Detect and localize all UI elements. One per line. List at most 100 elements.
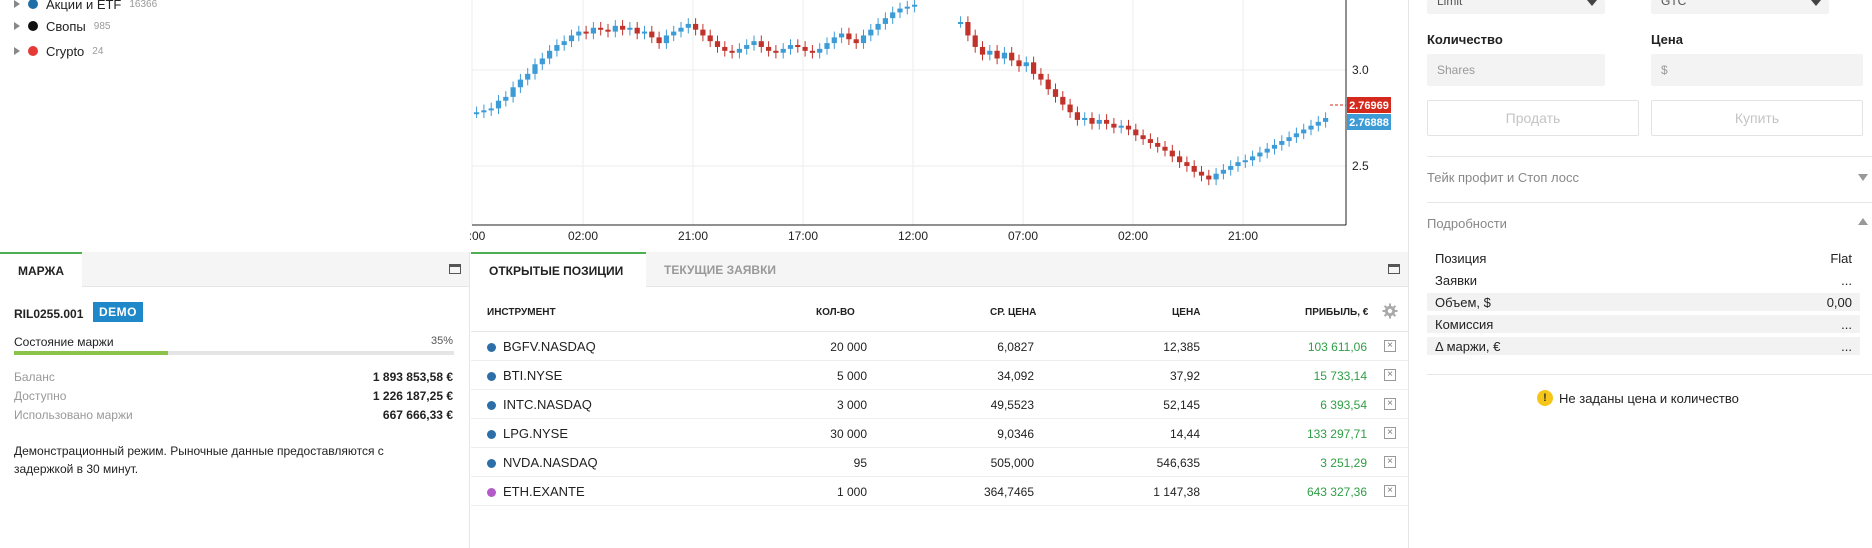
time-tick-label: 07:00	[1008, 229, 1038, 243]
duration-select[interactable]: GTC	[1651, 0, 1829, 14]
candle-body	[554, 45, 560, 51]
instrument-cell: BGFV.NASDAQ	[503, 339, 596, 354]
expand-arrow-icon[interactable]	[14, 0, 20, 8]
candle-body	[1001, 52, 1007, 59]
maximize-icon[interactable]	[1388, 264, 1400, 274]
divider	[1427, 374, 1872, 375]
sell-button[interactable]: Продать	[1427, 100, 1639, 136]
tree-item-swaps[interactable]: Свопы 985	[14, 17, 110, 35]
chevron-down-icon	[1587, 0, 1597, 6]
col-instrument[interactable]: ИНСТРУМЕНТ	[487, 307, 556, 318]
candle-body	[547, 50, 553, 59]
candle-body	[780, 48, 786, 53]
candlestick-chart[interactable]: :00 02:00 21:00 17:00 12:00 07:00 02:00 21:00 3.…	[470, 0, 1406, 252]
candle-body	[503, 96, 509, 101]
candle-body	[853, 39, 859, 44]
instrument-tree: Акции и ETF 16366 Свопы 985 Crypto 24	[0, 0, 470, 252]
candle-body	[736, 48, 742, 53]
table-row[interactable]: LPG.NYSE 30 000 9,0346 14,44 133 297,71 ×	[471, 419, 1408, 448]
time-tick-label: 02:00	[568, 229, 598, 243]
close-position-icon[interactable]: ×	[1384, 369, 1396, 381]
price-tick-label: 3.0	[1352, 63, 1369, 77]
collapse-up-icon[interactable]	[1858, 218, 1868, 225]
expand-arrow-icon[interactable]	[14, 47, 20, 55]
price-cell: 37,92	[1169, 369, 1200, 383]
candle-body	[649, 31, 655, 38]
candle-body	[979, 46, 986, 55]
candle-body	[1060, 96, 1066, 105]
candle-body	[532, 64, 538, 74]
take-profit-stop-loss-section[interactable]: Тейк профит и Стоп лосс	[1427, 156, 1872, 194]
candle-body	[958, 22, 964, 24]
table-row[interactable]: ETH.EXANTE 1 000 364,7465 1 147,38 643 327,3…	[471, 477, 1408, 506]
qty-cell: 20 000	[830, 340, 867, 354]
candle-body	[1016, 60, 1022, 67]
gear-icon[interactable]	[1382, 303, 1398, 319]
tree-item-stocks[interactable]: Акции и ETF 16366	[14, 0, 157, 13]
expand-arrow-icon[interactable]	[14, 22, 20, 30]
ask-price-tag	[1347, 97, 1391, 113]
tab-margin[interactable]: МАРЖА	[0, 252, 83, 288]
profit-cell: 3 251,29	[1320, 456, 1367, 470]
close-position-icon[interactable]: ×	[1384, 485, 1396, 497]
candle-body	[758, 41, 764, 47]
buy-button[interactable]: Купить	[1651, 100, 1863, 136]
col-profit[interactable]: ПРИБЫЛЬ, €	[1305, 307, 1369, 318]
candle-body	[1198, 171, 1205, 176]
candle-body	[809, 50, 815, 53]
close-position-icon[interactable]: ×	[1384, 398, 1396, 410]
expand-down-icon[interactable]	[1858, 174, 1868, 181]
col-avg-price[interactable]: СР. ЦЕНА	[990, 307, 1037, 318]
margin-progress-fill	[14, 351, 168, 355]
candle-body	[1096, 119, 1102, 124]
positions-tabbar: ОТКРЫТЫЕ ПОЗИЦИИ ТЕКУЩИЕ ЗАЯВКИ	[471, 252, 1408, 288]
candle-body	[1147, 139, 1153, 143]
maximize-icon[interactable]	[449, 264, 461, 274]
profit-cell: 103 611,06	[1307, 340, 1367, 354]
candle-body	[1228, 166, 1234, 170]
candle-body	[1323, 118, 1329, 122]
candle-body	[1169, 150, 1175, 157]
table-row[interactable]: BTI.NYSE 5 000 34,092 37,92 15 733,14 ×	[471, 361, 1408, 390]
candle-body	[539, 58, 545, 65]
instrument-dot-icon	[487, 343, 496, 352]
candle-body	[1162, 146, 1168, 151]
avg-price-cell: 34,092	[997, 369, 1034, 383]
candle-body	[868, 29, 874, 36]
close-position-icon[interactable]: ×	[1384, 340, 1396, 352]
col-qty[interactable]: КОЛ-ВО	[816, 307, 855, 318]
close-position-icon[interactable]: ×	[1384, 456, 1396, 468]
qty-cell: 95	[853, 456, 867, 470]
table-row[interactable]: INTC.NASDAQ 3 000 49,5523 52,145 6 393,54 ×	[471, 390, 1408, 419]
time-tick-label: :00	[470, 229, 486, 243]
candle-body	[751, 41, 757, 46]
candle-body	[882, 18, 888, 24]
candle-body	[1009, 52, 1015, 61]
close-position-icon[interactable]: ×	[1384, 427, 1396, 439]
margin-state-label: Состояние маржи	[14, 335, 114, 349]
order-type-select[interactable]: Limit	[1427, 0, 1605, 14]
candle-body	[641, 31, 648, 34]
avg-price-cell: 49,5523	[990, 398, 1034, 412]
candle-body	[839, 33, 845, 38]
price-input[interactable]	[1651, 54, 1863, 86]
order-panel: Limit GTC Количество Цена Продать Купить…	[1408, 0, 1872, 548]
details-section[interactable]: Подробности	[1427, 202, 1872, 240]
candle-body	[576, 31, 582, 36]
candle-body	[583, 31, 589, 34]
tab-current-orders[interactable]: ТЕКУЩИЕ ЗАЯВКИ	[664, 262, 777, 277]
quantity-input[interactable]	[1427, 54, 1605, 86]
col-price[interactable]: ЦЕНА	[1172, 307, 1201, 318]
margin-tabbar: МАРЖА	[0, 252, 469, 288]
tab-open-positions[interactable]: ОТКРЫТЫЕ ПОЗИЦИИ	[471, 252, 646, 288]
candle-body	[685, 23, 691, 28]
candle-body	[817, 48, 823, 53]
table-row[interactable]: NVDA.NASDAQ 95 505,000 546,635 3 251,29 ×	[471, 448, 1408, 477]
table-row[interactable]: BGFV.NASDAQ 20 000 6,0827 12,385 103 611,06 ×	[471, 332, 1408, 361]
used-margin-row: Использовано маржи 667 666,33 €	[14, 408, 453, 422]
instrument-cell: INTC.NASDAQ	[503, 397, 592, 412]
bid-price-tag	[1347, 114, 1391, 130]
candle-body	[994, 50, 1000, 59]
tree-item-crypto[interactable]: Crypto 24	[14, 42, 103, 60]
price-chart[interactable]: :00 02:00 21:00 17:00 12:00 07:00 02:00 21:00 3.…	[470, 0, 1406, 252]
